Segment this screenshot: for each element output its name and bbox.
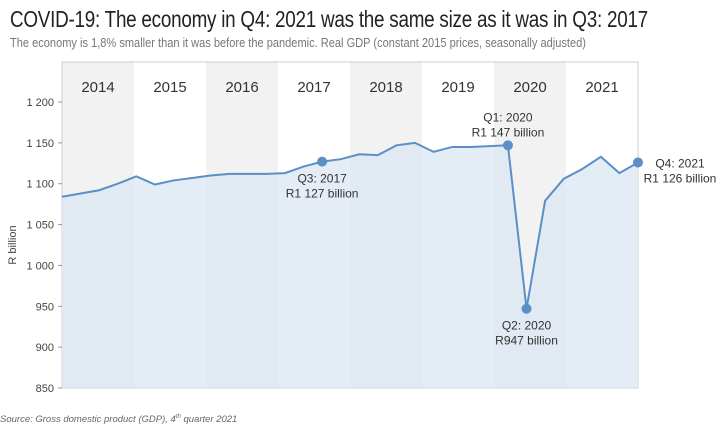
annotation-label: Q1: 2020 bbox=[483, 110, 533, 124]
annotation-point bbox=[317, 156, 328, 167]
annotation-label: Q4: 2021 bbox=[655, 156, 705, 170]
annotation-point bbox=[633, 157, 643, 168]
annotation-value: R1 126 billion bbox=[644, 171, 716, 185]
gdp-line bbox=[61, 141, 639, 309]
year-label: 2019 bbox=[441, 79, 474, 96]
y-tick-label: 1 100 bbox=[26, 179, 54, 191]
annotation-value: R947 billion bbox=[495, 334, 558, 348]
y-tick-label: 950 bbox=[36, 301, 54, 313]
source-note: Source: Gross domestic product (GDP), 4t… bbox=[0, 414, 238, 426]
annotation-label: Q3: 2017 bbox=[297, 172, 347, 186]
annotation-point bbox=[502, 140, 513, 151]
year-label: 2015 bbox=[153, 79, 186, 96]
year-label: 2021 bbox=[585, 79, 618, 96]
year-label: 2017 bbox=[297, 79, 330, 96]
y-tick-label: 850 bbox=[36, 383, 54, 395]
y-axis-label: R billion bbox=[7, 225, 19, 264]
annotation-label: Q2: 2020 bbox=[502, 319, 552, 333]
annotation-value: R1 127 billion bbox=[286, 187, 359, 201]
y-tick-label: 1 150 bbox=[26, 138, 54, 150]
y-tick-label: 1 000 bbox=[26, 260, 54, 272]
y-tick-label: 1 050 bbox=[26, 220, 54, 232]
y-tick-label: 1 200 bbox=[26, 97, 54, 109]
y-tick-label: 900 bbox=[36, 342, 54, 354]
annotation-value: R1 147 billion bbox=[472, 125, 545, 139]
chart-subtitle: The economy is 1,8% smaller than it was … bbox=[10, 35, 586, 50]
chart-title: COVID-19: The economy in Q4: 2021 was th… bbox=[10, 6, 648, 32]
annotation-point bbox=[521, 303, 532, 314]
year-label: 2020 bbox=[513, 79, 546, 96]
area-fill bbox=[62, 142, 638, 388]
year-label: 2018 bbox=[369, 79, 402, 96]
year-label: 2014 bbox=[81, 79, 114, 96]
year-label: 2016 bbox=[225, 79, 258, 96]
